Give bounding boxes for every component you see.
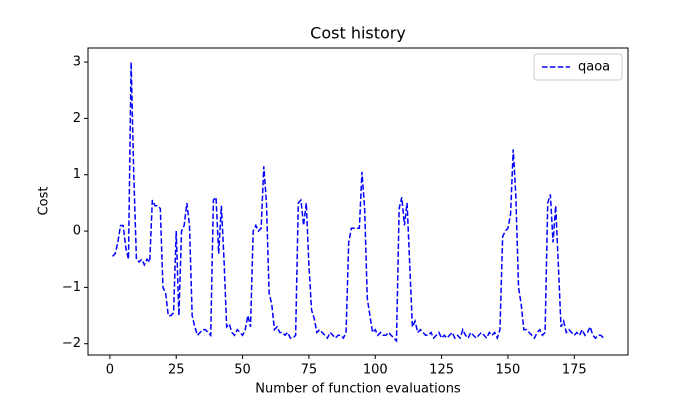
y-tick-label: 1: [73, 167, 81, 182]
y-tick-label: −1: [62, 280, 81, 295]
y-tick-label: 2: [73, 111, 81, 126]
x-tick-label: 100: [363, 363, 388, 378]
plot-frame: [87, 47, 629, 356]
x-tick-label: 25: [168, 363, 185, 378]
x-tick-label: 50: [234, 363, 251, 378]
y-tick-label: 3: [73, 55, 81, 70]
x-tick-label: 75: [301, 363, 318, 378]
y-tick-label: 0: [73, 224, 81, 239]
x-axis-label: Number of function evaluations: [255, 382, 461, 397]
x-tick-label: 175: [562, 363, 587, 378]
x-tick-label: 0: [106, 363, 114, 378]
x-tick-label: 150: [496, 363, 521, 378]
x-tick-label: 125: [429, 363, 454, 378]
y-axis-label: Cost: [37, 187, 52, 216]
chart-title: Cost history: [310, 24, 406, 43]
legend-box: [533, 53, 623, 81]
legend-label: qaoa: [578, 60, 610, 75]
line-series: [112, 62, 604, 343]
y-tick-label: −2: [62, 336, 81, 351]
